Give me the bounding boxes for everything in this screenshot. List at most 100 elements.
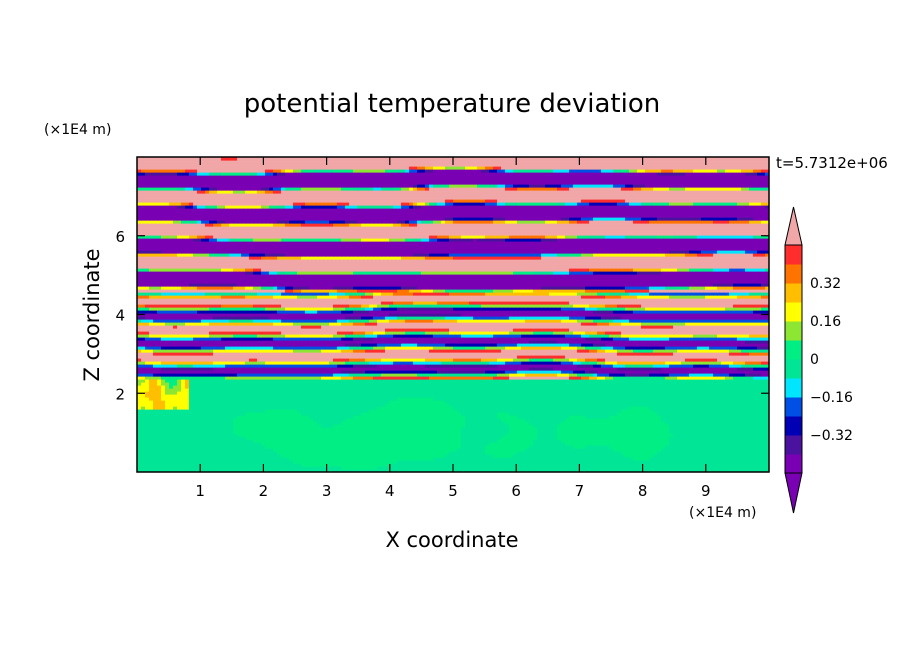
contour-cell [633,463,638,467]
contour-cell [417,460,422,464]
contour-cell [477,463,482,467]
contour-cell [473,442,478,446]
contour-cell [741,442,746,446]
contour-cell [449,448,454,452]
contour-cell [201,451,206,455]
contour-cell [157,469,162,472]
contour-cell [417,448,422,452]
contour-cell [245,439,250,443]
contour-cell [345,439,350,443]
contour-cell [709,442,714,446]
contour-cell [737,439,742,443]
contour-cell [177,451,182,455]
contour-cell [585,463,590,467]
contour-cell [189,439,194,443]
contour-cell [173,454,178,458]
contour-cell [385,433,390,437]
contour-cell [569,454,574,458]
contour-cell [609,466,614,470]
contour-cell [409,433,414,437]
contour-cell [713,460,718,464]
contour-cell [257,460,262,464]
contour-cell [697,436,702,440]
contour-cell [505,436,510,440]
contour-cell [753,439,758,443]
contour-cell [621,445,626,449]
contour-cell [257,454,262,458]
contour-cell [585,436,590,440]
contour-cell [649,436,654,440]
contour-cell [141,457,146,461]
contour-cell [709,466,714,470]
contour-cell [741,451,746,455]
contour-cell [249,469,254,472]
contour-cell [685,448,690,452]
contour-cell [677,451,682,455]
contour-cell [629,439,634,443]
contour-cell [501,454,506,458]
contour-cell [149,442,154,446]
contour-cell [281,436,286,440]
contour-cell [229,460,234,464]
contour-cell [681,448,686,452]
contour-cell [273,469,278,472]
contour-cell [461,433,466,437]
contour-cell [333,454,338,458]
contour-cell [677,460,682,464]
contour-cell [217,448,222,452]
contour-cell [273,466,278,470]
contour-cell [701,457,706,461]
contour-cell [573,436,578,440]
contour-cell [333,463,338,467]
contour-cell [637,460,642,464]
contour-cell [505,460,510,464]
contour-cell [485,442,490,446]
contour-cell [169,466,174,470]
contour-cell [445,469,450,472]
contour-cell [305,460,310,464]
contour-cell [517,445,522,449]
contour-cell [625,445,630,449]
contour-cell [509,454,514,458]
contour-cell [389,445,394,449]
contour-cell [253,457,258,461]
contour-cell [233,442,238,446]
contour-cell [381,439,386,443]
contour-cell [381,433,386,437]
contour-cell [473,457,478,461]
contour-cell [741,454,746,458]
contour-cell [513,454,518,458]
contour-cell [409,439,414,443]
contour-cell [633,448,638,452]
contour-cell [453,448,458,452]
contour-cell [221,457,226,461]
contour-cell [437,466,442,470]
contour-cell [337,454,342,458]
contour-cell [149,445,154,449]
contour-cell [245,460,250,464]
contour-cell [433,460,438,464]
contour-cell [177,463,182,467]
contour-cell [465,442,470,446]
contour-cell [161,445,166,449]
contour-cell [485,439,490,443]
contour-cell [593,445,598,449]
contour-cell [633,445,638,449]
contour-cell [593,463,598,467]
contour-cell [273,448,278,452]
contour-cell [357,439,362,443]
contour-cell [685,466,690,470]
contour-cell [641,448,646,452]
contour-cell [557,457,562,461]
contour-cell [165,436,170,440]
contour-cell [753,454,758,458]
contour-cell [217,433,222,437]
contour-cell [665,439,670,443]
contour-cell [329,445,334,449]
contour-cell [657,466,662,470]
contour-cell [577,454,582,458]
contour-cell [313,451,318,455]
contour-cell [325,439,330,443]
contour-cell [177,469,182,472]
contour-cell [201,436,206,440]
